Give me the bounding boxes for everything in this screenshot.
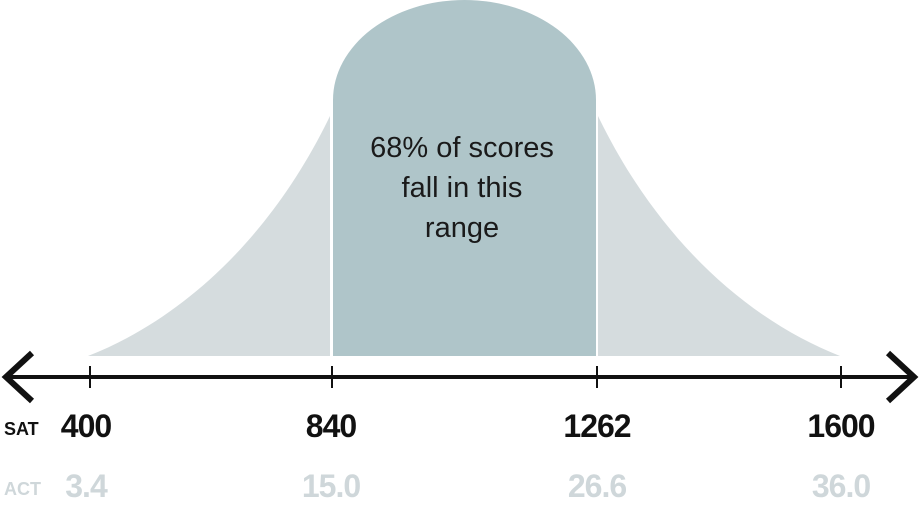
central-68-percent-band	[333, 0, 596, 356]
sat-row-title: SAT	[4, 419, 39, 439]
act-tick-label: 36.0	[812, 468, 870, 504]
left-arrowhead-icon	[1, 350, 35, 404]
band-label-line-3: range	[425, 212, 499, 244]
band-label-line-1: 68% of scores	[370, 132, 554, 164]
sat-tick-label: 840	[306, 408, 357, 444]
band-label-line-2: fall in this	[402, 172, 523, 204]
left-tail-region	[88, 116, 330, 356]
act-tick-label: 15.0	[302, 468, 360, 504]
act-tick-label: 26.6	[568, 468, 626, 504]
act-row-title: ACT	[4, 479, 41, 499]
right-tail-region	[598, 116, 840, 356]
sat-tick-label: 1262	[563, 408, 630, 444]
sat-tick-label: 1600	[807, 408, 874, 444]
act-tick-label: 3.4	[65, 468, 108, 504]
sat-tick-label: 400	[61, 408, 112, 444]
right-arrowhead-icon	[885, 350, 919, 404]
